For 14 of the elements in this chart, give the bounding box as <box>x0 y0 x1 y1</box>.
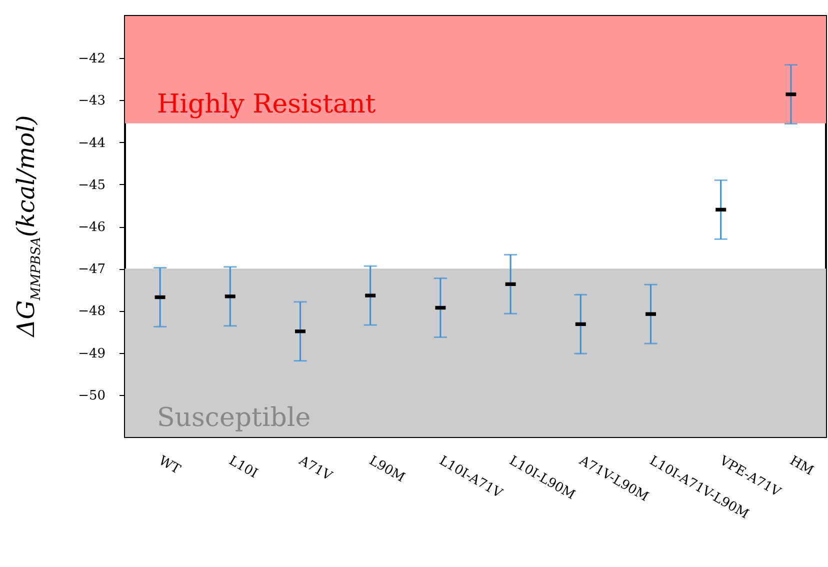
band-label: Susceptible <box>157 403 311 433</box>
y-tick-label: −47 <box>78 262 106 278</box>
band-label: Highly Resistant <box>157 89 376 120</box>
x-tick-label: A71V <box>295 452 335 484</box>
y-tick-label: −46 <box>78 220 106 235</box>
x-tick-label: WT <box>156 453 183 478</box>
y-tick-label: −42 <box>78 52 106 67</box>
x-tick-label: HM <box>786 453 816 479</box>
y-tick-label: −45 <box>78 178 106 193</box>
y-tick-label: −50 <box>78 388 106 404</box>
y-tick-label: −48 <box>78 304 106 320</box>
y-tick-label: −43 <box>78 94 106 109</box>
y-tick-label: −49 <box>78 346 106 362</box>
y-tick-label: −44 <box>78 136 106 151</box>
